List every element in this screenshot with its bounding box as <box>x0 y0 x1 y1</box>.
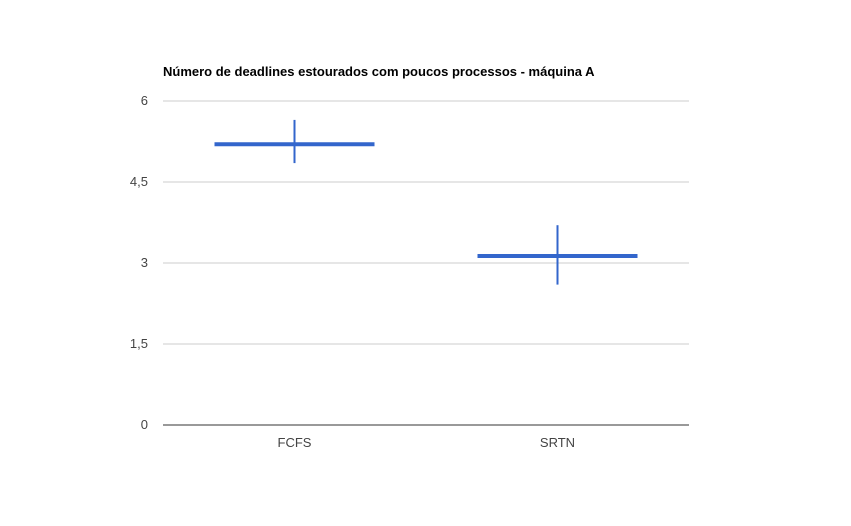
y-tick-label: 0 <box>141 417 148 432</box>
y-axis-ticks: 0 1,5 3 4,5 6 <box>130 93 148 432</box>
chart-title: Número de deadlines estourados com pouco… <box>163 64 595 79</box>
y-tick-label: 4,5 <box>130 174 148 189</box>
y-tick-label: 1,5 <box>130 336 148 351</box>
x-axis-ticks: FCFS SRTN <box>278 435 576 450</box>
x-tick-label: FCFS <box>278 435 312 450</box>
x-tick-label: SRTN <box>540 435 575 450</box>
y-tick-label: 6 <box>141 93 148 108</box>
series-marks <box>214 119 638 285</box>
gridlines <box>163 100 689 345</box>
y-tick-label: 3 <box>141 255 148 270</box>
